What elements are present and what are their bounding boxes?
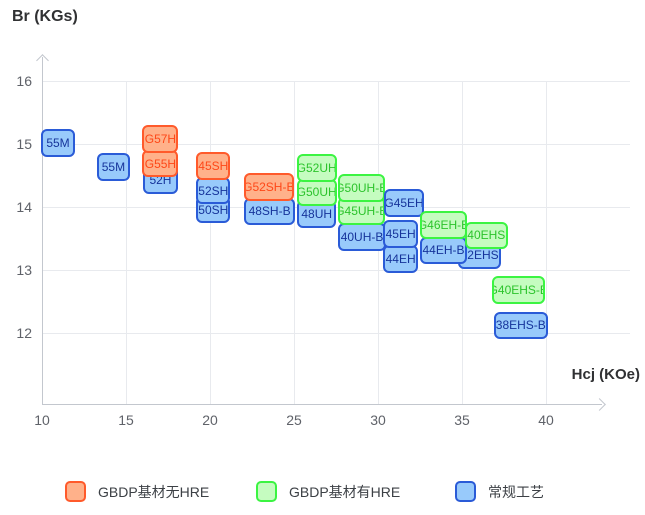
- x-axis-line: [42, 404, 602, 405]
- grade-box[interactable]: G46EH-B: [420, 211, 467, 240]
- gridline-horizontal: [42, 207, 630, 208]
- x-tick-label: 30: [370, 412, 386, 428]
- gridline-horizontal: [42, 144, 630, 145]
- x-axis-title: Hcj (KOe): [571, 366, 640, 383]
- legend-swatch-gbdp-with-hre: [256, 481, 277, 502]
- y-tick-label: 13: [16, 262, 32, 278]
- y-tick-label: 15: [16, 136, 32, 152]
- grade-box[interactable]: 45EH: [383, 220, 419, 248]
- grade-box[interactable]: 38EHS-B: [493, 311, 548, 340]
- x-tick-label: 20: [202, 412, 218, 428]
- gridline-vertical: [126, 81, 127, 404]
- x-tick-label: 25: [286, 412, 302, 428]
- grade-box[interactable]: 48SH-B: [244, 197, 295, 226]
- grade-box[interactable]: G57H: [142, 125, 179, 153]
- grade-box[interactable]: 40EHS: [464, 221, 508, 250]
- gridline-vertical: [210, 81, 211, 404]
- y-tick-label: 16: [16, 73, 32, 89]
- y-tick-label: 14: [16, 199, 32, 215]
- gridline-vertical: [294, 81, 295, 404]
- grade-box[interactable]: G50UH: [296, 178, 337, 207]
- x-tick-label: 15: [118, 412, 134, 428]
- legend-label-standard-process: 常规工艺: [488, 483, 544, 500]
- y-axis-title: Br (KGs): [12, 8, 78, 25]
- gridline-horizontal: [42, 333, 630, 334]
- y-axis-arrow-icon: [36, 54, 49, 67]
- gridline-vertical: [546, 81, 547, 404]
- legend-swatch-standard-process: [455, 481, 476, 502]
- legend-label-gbdp-with-hre: GBDP基材有HRE: [289, 483, 401, 500]
- y-axis-line: [42, 57, 43, 404]
- grade-box[interactable]: 40UH-B: [338, 223, 386, 252]
- gridline-horizontal: [42, 81, 630, 82]
- legend-item-gbdp-no-hre[interactable]: GBDP基材无HRE: [65, 481, 209, 502]
- y-tick-label: 12: [16, 325, 32, 341]
- grade-box[interactable]: G50UH-B: [337, 174, 385, 202]
- grade-box[interactable]: 55M: [41, 128, 75, 157]
- grade-box[interactable]: 50SH: [196, 195, 231, 224]
- grade-box[interactable]: 44EH-B: [420, 236, 467, 265]
- x-axis-arrow-icon: [593, 398, 606, 411]
- grade-box[interactable]: G45EH: [383, 189, 425, 218]
- grade-box[interactable]: G52UH: [296, 154, 337, 182]
- x-tick-label: 10: [34, 412, 50, 428]
- legend-item-standard-process[interactable]: 常规工艺: [455, 481, 544, 502]
- x-tick-label: 40: [538, 412, 554, 428]
- grade-box[interactable]: G52SH-B: [244, 173, 294, 201]
- gridline-horizontal: [42, 270, 630, 271]
- grade-box[interactable]: G55H: [142, 149, 179, 178]
- grade-box[interactable]: G40EHS-B: [491, 276, 545, 304]
- x-tick-label: 35: [454, 412, 470, 428]
- grade-box[interactable]: 55M: [96, 153, 131, 182]
- legend-swatch-gbdp-no-hre: [65, 481, 86, 502]
- grade-box[interactable]: 44EH: [383, 245, 419, 274]
- grade-box[interactable]: 52SH: [196, 176, 231, 205]
- grade-box[interactable]: 45SH: [196, 152, 231, 180]
- legend-label-gbdp-no-hre: GBDP基材无HRE: [98, 483, 210, 500]
- legend-item-gbdp-with-hre[interactable]: GBDP基材有HRE: [256, 481, 400, 502]
